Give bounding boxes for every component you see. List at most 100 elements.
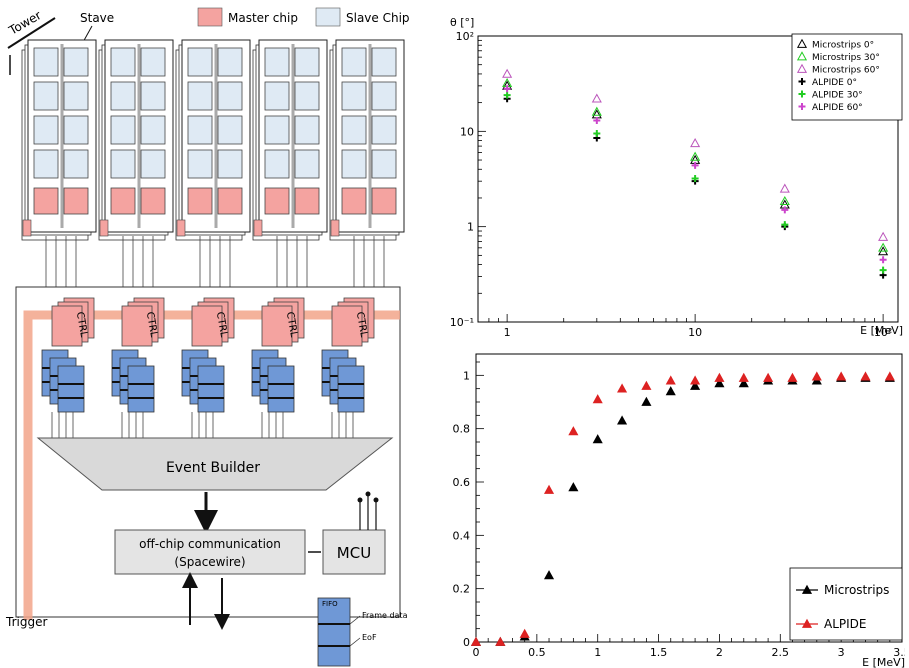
master-chip: [371, 187, 397, 215]
slave-chip: [264, 115, 290, 145]
slave-chip: [33, 81, 59, 111]
mcu-antennas: [357, 491, 379, 530]
top-legend-marker: [796, 51, 808, 61]
bottom-point: [543, 484, 555, 494]
ctrl-label: CTRL: [74, 311, 89, 339]
slave-chip: [264, 149, 290, 179]
bottom-point: [592, 434, 603, 444]
ctrl-chip: [331, 305, 363, 347]
legend-slave-swatch: [315, 7, 341, 27]
top-legend-marker: [798, 90, 806, 98]
top-point: [593, 129, 601, 137]
bottom-point: [690, 375, 701, 385]
bottom-legend-label: ALPIDE: [824, 617, 867, 631]
bottom-x-tick-label: 0: [473, 646, 480, 659]
ctrl-chip: [51, 305, 83, 347]
top-legend: Microstrips 0° Microstrips 30° Microstrips…: [791, 33, 903, 121]
top-legend-marker: [798, 103, 806, 110]
bottom-point: [592, 394, 603, 404]
top-x-tick-label: 10²: [874, 326, 892, 338]
bottom-point: [519, 628, 530, 638]
slave-chip: [33, 47, 59, 77]
fifo-chip: [57, 365, 85, 413]
bottom-point: [568, 482, 579, 492]
top-point: [591, 93, 602, 103]
ctrl-chip: [191, 305, 223, 347]
tower-bar: [7, 17, 56, 49]
top-legend-label: ALPIDE 60°: [812, 103, 863, 113]
top-point: [781, 206, 789, 214]
slave-chip: [110, 81, 136, 111]
top-point: [781, 221, 789, 229]
detector-architecture-diagram: Tower Stave Master chip Slave Chip Trigg…: [5, 7, 410, 667]
slave-chip: [341, 81, 367, 111]
slave-chip: [217, 115, 243, 145]
mcu-box: [322, 529, 386, 575]
bottom-point: [617, 415, 628, 425]
bottom-y-tick-label: 0.4: [453, 529, 471, 542]
bottom-point: [787, 372, 798, 382]
event-builder: [36, 437, 394, 491]
bottom-y-tick-label: 1: [463, 369, 470, 382]
top-point: [593, 116, 601, 124]
eof-label: EoF: [362, 633, 377, 642]
readout-columns: CTRL CTRL CTRL CTRL CTRL: [41, 297, 375, 438]
slave-chip: [341, 47, 367, 77]
bottom-x-tick-label: 1: [594, 646, 601, 659]
slave-chip: [33, 149, 59, 179]
bottom-x-tick-label: 3.5: [893, 646, 905, 659]
slave-chip: [264, 81, 290, 111]
slave-chip: [217, 81, 243, 111]
bottom-point: [495, 636, 506, 646]
legend-slave-label: Slave Chip: [346, 11, 410, 25]
slave-chip: [371, 149, 397, 179]
trigger-label: Trigger: [5, 615, 47, 629]
fifo-legend: FIFO Frame data EoF: [317, 597, 408, 667]
master-chip: [140, 187, 166, 215]
slave-chip: [63, 47, 89, 77]
slave-chip: [264, 47, 290, 77]
top-point: [503, 91, 511, 99]
top-legend-marker: [796, 38, 808, 48]
top-point: [779, 195, 790, 206]
bottom-point: [714, 372, 725, 382]
top-legend-label: Microstrips 0°: [812, 41, 874, 51]
bottom-point: [665, 386, 676, 396]
slave-chip: [217, 149, 243, 179]
slave-chip: [140, 81, 166, 111]
bottom-point: [860, 371, 871, 381]
bottom-point: [543, 570, 555, 580]
bottom-y-tick-label: 0.8: [453, 423, 471, 436]
ctrl-chip: [121, 305, 153, 347]
top-x-tick-label: 10: [688, 326, 702, 338]
slave-chip: [33, 115, 59, 145]
tower-label: Tower: [6, 8, 44, 38]
bottom-point: [836, 371, 847, 381]
bottom-x-tick-label: 3: [838, 646, 845, 659]
bottom-point: [568, 426, 579, 436]
stave-label: Stave: [80, 11, 114, 25]
slave-chip: [187, 81, 213, 111]
top-point: [878, 231, 889, 241]
fifo-chip: [267, 365, 295, 413]
legend-master-swatch: [197, 7, 223, 27]
slave-chip: [294, 149, 320, 179]
bottom-legend-marker: [801, 618, 813, 628]
comm-label-line2: (Spacewire): [174, 555, 245, 569]
top-y-tick-label: 10²: [456, 30, 474, 43]
top-point: [591, 106, 602, 116]
bottom-x-tick-label: 2.5: [772, 646, 790, 659]
bottom-point: [884, 371, 895, 381]
master-chip-side: [176, 219, 186, 237]
slave-chip: [294, 81, 320, 111]
ctrl-label: CTRL: [284, 311, 299, 339]
legend-master-label: Master chip: [228, 11, 298, 25]
bottom-x-tick-label: 2: [716, 646, 723, 659]
electronics-board: [15, 286, 401, 618]
top-ylabel: θ [°]: [450, 16, 474, 29]
efficiency-vs-energy-chart: E [MeV] 0 0.5 1 1.5 2 2.5 3 3.5 0 0.2 0.4 0.6 0.8 1 M…: [453, 353, 905, 668]
bottom-y-tick-label: 0.2: [453, 583, 471, 596]
slave-chip: [371, 47, 397, 77]
bottom-points: [470, 371, 895, 646]
slave-chip: [294, 115, 320, 145]
